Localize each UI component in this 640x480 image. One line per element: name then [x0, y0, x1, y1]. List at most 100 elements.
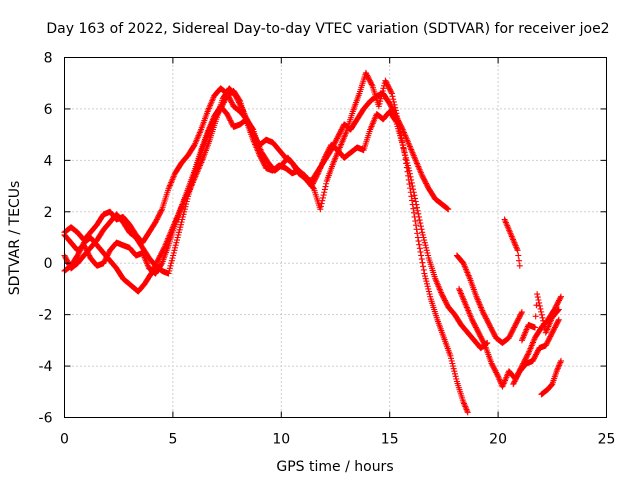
data-point: [311, 177, 318, 184]
y-axis-tick-labels: -6 -4 -2 0 2 4 6 8: [39, 51, 53, 427]
data-point: [472, 323, 479, 330]
data-point: [324, 148, 331, 155]
data-point: [401, 152, 408, 159]
data-point: [536, 302, 543, 309]
data-point: [483, 315, 490, 322]
data-point: [379, 87, 386, 94]
data-point: [518, 309, 525, 316]
data-point: [487, 323, 494, 330]
data-point: [413, 226, 420, 233]
plot-frame: [64, 57, 607, 418]
data-point: [362, 69, 369, 76]
data-point: [551, 324, 558, 331]
data-point: [323, 150, 330, 157]
y-axis-title: SDTVAR / TECUs: [7, 181, 23, 296]
data-point: [489, 363, 496, 370]
x-tick-label: 15: [381, 432, 399, 448]
data-point: [516, 262, 523, 269]
data-point: [406, 181, 413, 188]
data-point: [236, 100, 243, 107]
data-point: [555, 318, 562, 325]
data-point: [552, 323, 559, 330]
data-point: [421, 237, 428, 244]
data-point: [323, 180, 330, 187]
data-point: [64, 257, 71, 264]
data-point: [408, 193, 415, 200]
x-tick-label: 0: [60, 432, 69, 448]
data-point: [153, 217, 160, 224]
data-point: [417, 220, 424, 227]
data-point: [337, 127, 344, 134]
data-point: [226, 116, 233, 123]
data-point: [509, 327, 516, 334]
data-point: [471, 321, 478, 328]
data-point: [420, 266, 427, 273]
data-point: [317, 206, 324, 213]
data-point: [510, 379, 517, 386]
data-point: [452, 373, 459, 380]
data-point: [551, 325, 558, 332]
data-point: [62, 253, 69, 260]
data-point: [176, 226, 183, 233]
data-point: [422, 242, 429, 249]
data-point: [384, 82, 391, 89]
data-point: [419, 172, 426, 179]
data-point: [156, 253, 163, 260]
data-point: [409, 201, 416, 208]
data-point: [405, 176, 412, 183]
data-point: [154, 257, 161, 264]
data-point: [476, 330, 483, 337]
data-point: [411, 213, 418, 220]
data-point: [450, 363, 457, 370]
y-tick-label: 6: [44, 102, 53, 118]
data-point: [368, 81, 375, 88]
x-axis-tick-labels: 0 5 10 15 20 25: [60, 432, 615, 448]
data-point: [491, 332, 498, 339]
data-point: [177, 221, 184, 228]
data-point: [407, 185, 414, 192]
data-point: [238, 104, 245, 111]
data-point: [515, 370, 522, 377]
data-point: [155, 212, 162, 219]
data-point: [451, 368, 458, 375]
data-point: [388, 90, 395, 97]
data-point: [233, 94, 240, 101]
data-point: [491, 366, 498, 373]
data-point: [314, 171, 321, 178]
data-point: [440, 293, 447, 300]
data-point: [555, 307, 562, 314]
data-point: [554, 300, 561, 307]
data-point: [422, 275, 429, 282]
data-point: [234, 95, 241, 102]
data-point: [228, 98, 235, 105]
data-point: [81, 243, 88, 250]
y-tick-label: -4: [39, 359, 53, 375]
series-track-5: [453, 252, 525, 346]
data-point: [398, 135, 405, 142]
data-point: [510, 325, 517, 332]
data-point: [476, 332, 483, 339]
data-point: [440, 294, 447, 301]
data-point: [426, 291, 433, 298]
data-point: [386, 100, 393, 107]
data-point: [514, 318, 521, 325]
data-point: [549, 328, 556, 335]
data-point: [480, 339, 487, 346]
data-point: [101, 258, 108, 265]
data-point: [490, 364, 497, 371]
data-point: [421, 176, 428, 183]
data-point: [479, 309, 486, 316]
data-point: [533, 350, 540, 357]
data-point: [159, 248, 166, 255]
data-point: [493, 369, 500, 376]
data-point: [489, 328, 496, 335]
data-point: [174, 237, 181, 244]
data-point: [165, 270, 172, 277]
data-point: [425, 288, 432, 295]
data-point: [421, 239, 428, 246]
data-point: [317, 203, 324, 210]
data-point: [546, 334, 553, 341]
data-point: [412, 195, 419, 202]
data-point: [509, 328, 516, 335]
data-point: [397, 132, 404, 139]
